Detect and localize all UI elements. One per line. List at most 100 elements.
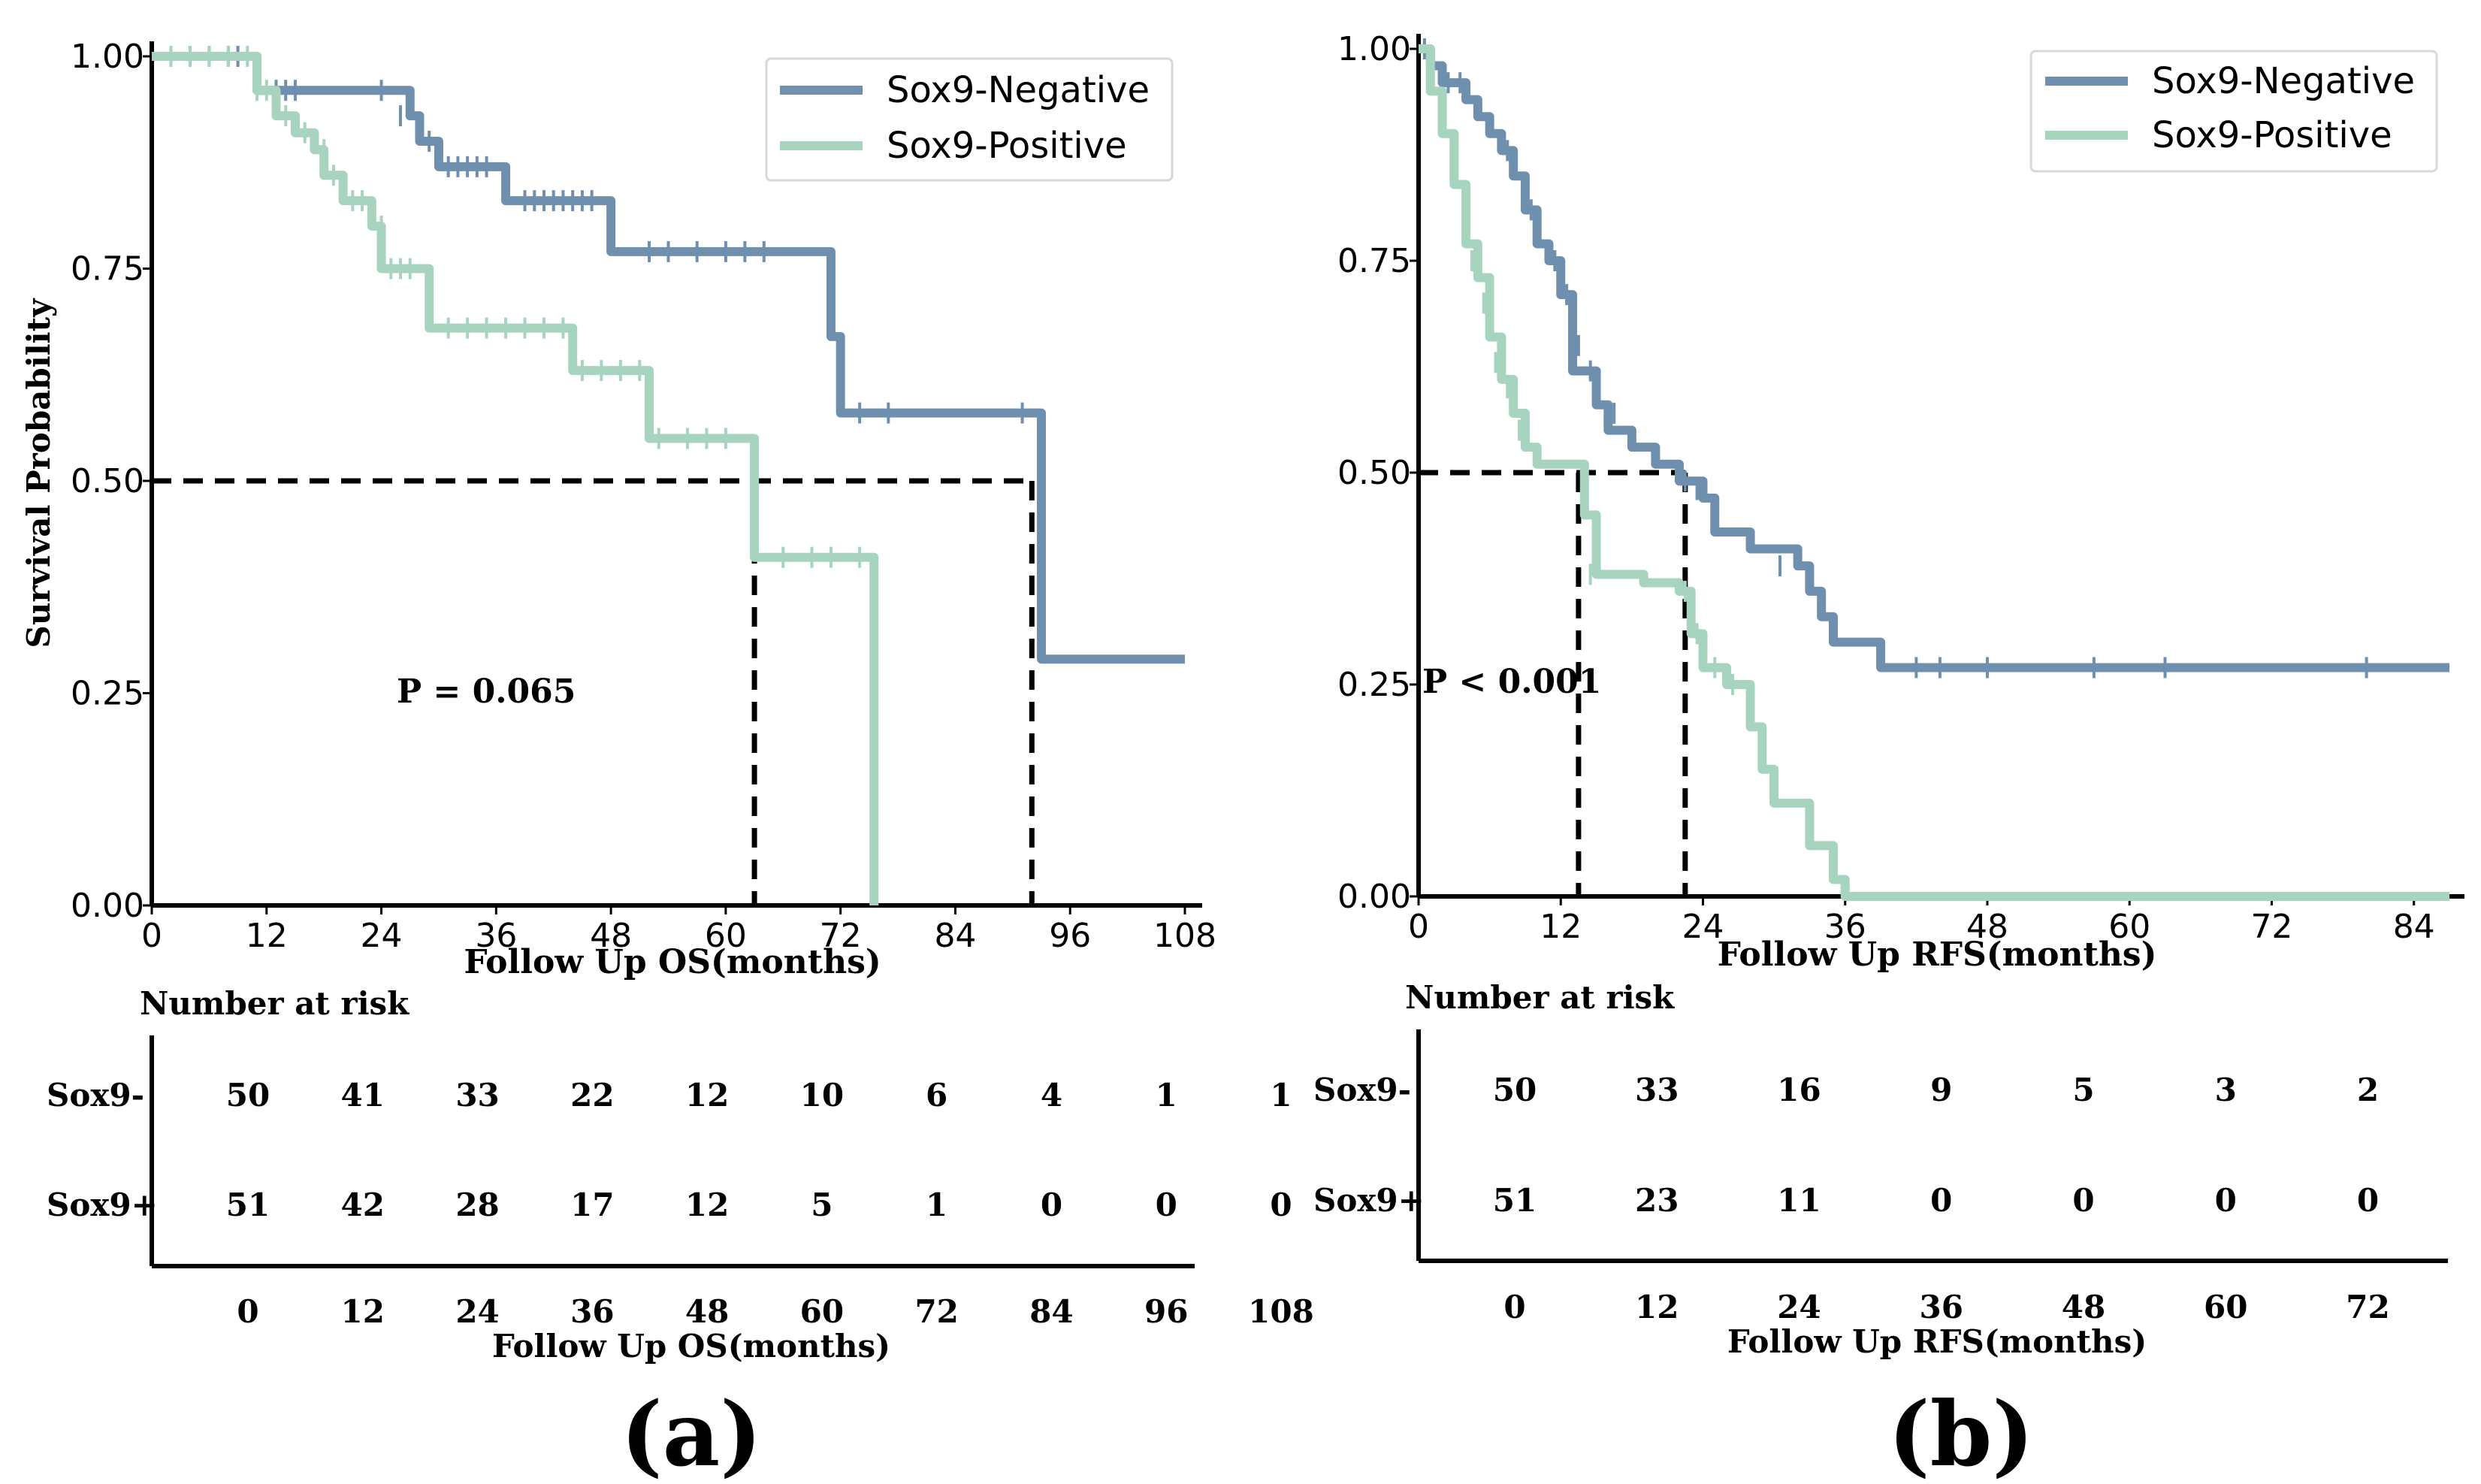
- panel-b-x-tick-label: 72: [2250, 908, 2292, 946]
- panel-b: 0 12 24 36 48 60 72 84 0.00 0.25 0.50 0.75 1.00 Foll…: [1313, 30, 2464, 1484]
- panel-a-p-value: P = 0.065: [397, 672, 576, 711]
- panel-b-risk-value: 0: [1930, 1182, 1952, 1219]
- panel-b-risk-row-label-pos: Sox9+: [1313, 1182, 1425, 1219]
- panel-a-risk-value: 28: [455, 1186, 499, 1223]
- panel-b-y-tick-label: 0.50: [1337, 454, 1411, 492]
- panel-b-x-axis-label: Follow Up RFS(months): [1718, 935, 2157, 974]
- panel-b-risk-value: 50: [1493, 1071, 1537, 1108]
- panel-a-x-tick-label: 24: [361, 917, 403, 955]
- panel-a-risk-value: 10: [800, 1077, 844, 1114]
- panel-a-x-tick-label: 108: [1153, 917, 1216, 955]
- panel-a-km-plot: 0 12 24 36 48 60 72 84 96 108 0.00 0.25 0.50 0.75 1.00…: [20, 38, 1216, 981]
- panel-a-x-tick-label: 12: [246, 917, 288, 955]
- panel-a-risk-value: 17: [570, 1186, 614, 1223]
- panel-a-x-tick-label: 36: [475, 917, 517, 955]
- panel-a-risk-row-label-neg: Sox9-: [47, 1077, 144, 1114]
- panel-b-risk-time-label: 60: [2204, 1289, 2247, 1325]
- panel-a-risk-value: 0: [1270, 1186, 1292, 1223]
- panel-b-label: (b): [1888, 1382, 2034, 1484]
- panel-b-curve-sox9-negative: [1419, 44, 2449, 672]
- panel-a-legend-box: [765, 57, 1174, 182]
- panel-a-risk-time-label: 96: [1144, 1293, 1188, 1330]
- panel-b-risk-value: 16: [1777, 1071, 1821, 1108]
- panel-a-risk-time-label: 24: [455, 1293, 499, 1330]
- panel-b-risk-table: Number at risk Sox9- Sox9+ 5051033231216…: [1313, 979, 2448, 1360]
- panel-b-risk-value: 51: [1493, 1182, 1537, 1219]
- panel-b-risk-time-label: 12: [1635, 1289, 1679, 1325]
- panel-b-p-value: P < 0.001: [1422, 663, 1601, 701]
- panel-a-risk-table: Number at risk Sox9- Sox9+ 5051041421233…: [47, 985, 1314, 1365]
- panel-b-x-tick-label: 60: [2108, 908, 2150, 946]
- panel-a-risk-value: 12: [685, 1186, 729, 1223]
- panel-a-x-tick-label: 48: [590, 917, 632, 955]
- panel-a-x-tick-label: 72: [820, 917, 862, 955]
- panel-b-survival-curves: [1419, 38, 2449, 901]
- panel-b-x-tick-label: 84: [2393, 908, 2435, 946]
- panel-a-risk-table-title: Number at risk: [140, 985, 409, 1022]
- panel-a-survival-curves: [152, 46, 1185, 905]
- panel-b-risk-time-label: 24: [1777, 1289, 1821, 1325]
- panel-a-risk-time-label: 0: [237, 1293, 258, 1330]
- panel-a-legend-label-positive: Sox9-Positive: [887, 125, 1127, 167]
- panel-b-risk-time-label: 36: [1919, 1289, 1963, 1325]
- panel-b-legend-label-negative: Sox9-Negative: [2152, 60, 2415, 102]
- panel-a-curve-sox9-negative: [152, 52, 1185, 664]
- panel-b-legend-label-positive: Sox9-Positive: [2152, 114, 2392, 156]
- panel-a-risk-time-label: 60: [800, 1293, 844, 1330]
- panel-b-curve-sox9-positive: [1419, 44, 2449, 901]
- panel-a-risk-value: 6: [926, 1077, 947, 1114]
- panel-b-x-tick-label: 36: [1824, 908, 1866, 946]
- panel-b-risk-value: 0: [2357, 1182, 2379, 1219]
- panel-b-risk-row-label-neg: Sox9-: [1313, 1071, 1411, 1108]
- panel-b-median-lines: [1419, 470, 1688, 896]
- panel-b-risk-values: 5051033231216112490365048306020721084: [1493, 1071, 2390, 1325]
- panel-b-km-plot: 0 12 24 36 48 60 72 84 0.00 0.25 0.50 0.75 1.00 Foll…: [1337, 30, 2464, 974]
- panel-b-risk-table-title: Number at risk: [1405, 979, 1675, 1016]
- panel-a-risk-value: 51: [226, 1186, 270, 1223]
- panel-b-risk-value: 33: [1635, 1071, 1679, 1108]
- panel-b-risk-value: 11: [1777, 1182, 1821, 1219]
- panel-a-curve-sox9-positive: [152, 52, 879, 905]
- panel-a-risk-row-label-pos: Sox9+: [47, 1186, 158, 1223]
- panel-a-risk-table-x-axis-label: Follow Up OS(months): [492, 1328, 890, 1365]
- panel-a-risk-value: 1: [1270, 1077, 1292, 1114]
- panel-b-risk-table-x-axis-label: Follow Up RFS(months): [1727, 1323, 2147, 1360]
- panel-a-risk-value: 22: [570, 1077, 614, 1114]
- panel-b-risk-value: 2: [2357, 1071, 2379, 1108]
- panel-b-risk-value: 0: [2072, 1182, 2094, 1219]
- panel-a-risk-value: 33: [455, 1077, 499, 1114]
- panel-a-risk-time-label: 12: [341, 1293, 385, 1330]
- panel-b-risk-time-label: 0: [1503, 1289, 1525, 1325]
- panel-a-risk-time-label: 72: [914, 1293, 958, 1330]
- panel-b-y-tick-label: 1.00: [1337, 30, 1411, 68]
- panel-b-x-tick-label: 48: [1966, 908, 2008, 946]
- panel-a-x-tick-label: 96: [1049, 917, 1091, 955]
- panel-a-x-axis-label: Follow Up OS(months): [464, 943, 881, 981]
- panel-b-risk-value: 23: [1635, 1182, 1679, 1219]
- panel-b-legend: Sox9-Negative Sox9-Positive: [2029, 50, 2438, 173]
- panel-a-risk-value: 1: [1156, 1077, 1177, 1114]
- panel-a-legend: Sox9-Negative Sox9-Positive: [765, 57, 1174, 182]
- panel-a-risk-time-label: 48: [685, 1293, 729, 1330]
- panel-a-y-tick-label: 0.25: [71, 675, 144, 713]
- panel-a-risk-value: 0: [1156, 1186, 1177, 1223]
- panel-b-y-tick-label: 0.25: [1337, 666, 1411, 704]
- panel-a-x-tick-label: 0: [141, 917, 162, 955]
- panel-a-risk-value: 5: [811, 1186, 833, 1223]
- panel-a-label: (a): [621, 1382, 762, 1484]
- panel-a-risk-value: 1: [926, 1186, 947, 1223]
- panel-b-x-tick-label: 0: [1408, 908, 1429, 946]
- panel-a-risk-value: 12: [685, 1077, 729, 1114]
- panel-a-risk-value: 42: [341, 1186, 385, 1223]
- panel-a-y-tick-label: 0.00: [71, 887, 144, 925]
- panel-b-risk-time-label: 48: [2062, 1289, 2105, 1325]
- panel-a-y-tick-label: 1.00: [71, 38, 144, 76]
- panel-b-x-tick-label: 24: [1682, 908, 1724, 946]
- panel-b-y-tick-label: 0.75: [1337, 242, 1411, 280]
- panel-a-y-tick-label: 0.75: [71, 250, 144, 289]
- panel-a-ticks: 0 12 24 36 48 60 72 84 96 108 0.00 0.25 0.50 0.75 1.00: [71, 38, 1216, 955]
- panel-b-risk-value: 3: [2215, 1071, 2237, 1108]
- panel-a-risk-time-label: 108: [1248, 1293, 1314, 1330]
- panel-a-legend-label-negative: Sox9-Negative: [887, 69, 1150, 111]
